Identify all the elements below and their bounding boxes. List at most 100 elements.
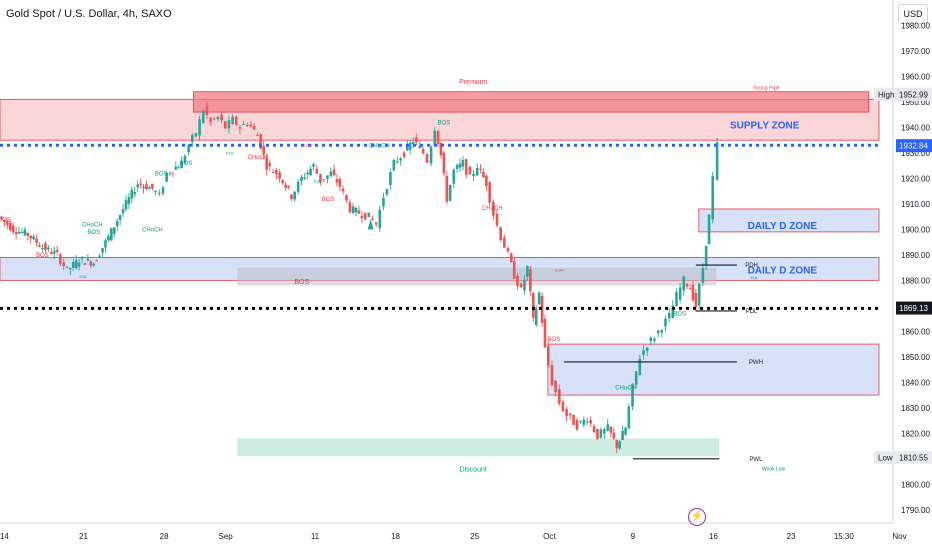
lightning-icon[interactable]: ⚡ (688, 508, 706, 526)
price-label: 1810.55 (899, 453, 928, 462)
candle-body (322, 179, 326, 181)
candle-body (436, 130, 440, 145)
candle-body (6, 220, 9, 225)
candle-body (429, 146, 433, 164)
candle-body (171, 172, 175, 174)
annotation-label: BOS (438, 120, 451, 126)
candle-body (249, 124, 253, 127)
candle-body (697, 283, 701, 306)
candle-body (3, 219, 6, 222)
candle-body (472, 173, 475, 177)
candle-body (136, 184, 140, 188)
candle-body (220, 114, 223, 121)
candle-body (290, 194, 293, 200)
candles (0, 101, 719, 454)
candle-body (561, 401, 565, 412)
candle-body (351, 206, 355, 214)
candle-body (165, 172, 168, 182)
candle-body (433, 130, 437, 146)
price-tag-box (874, 450, 896, 464)
annotation-label: BOS (155, 171, 168, 177)
candle-body (296, 181, 300, 192)
candle-body (29, 235, 33, 239)
candle-body (464, 159, 468, 175)
candle-body (382, 197, 385, 207)
candle-body (303, 177, 307, 179)
candle-body (509, 253, 513, 263)
candle-body (275, 169, 278, 175)
candle-body (245, 125, 249, 127)
candle-body (606, 424, 610, 431)
annotation-label: Discount (460, 466, 487, 473)
candle-body (448, 184, 452, 201)
candle-body (688, 288, 692, 290)
candle-body (704, 245, 708, 265)
x-tick-label: 11 (311, 532, 320, 541)
candle-body (180, 161, 183, 169)
candle-body (550, 365, 554, 385)
candle-body (293, 191, 297, 200)
candle-body (579, 421, 582, 423)
x-tick-label: Sep (218, 532, 233, 541)
bos-grey-zone (237, 267, 717, 286)
candle-body (621, 430, 624, 440)
candle-body (209, 117, 212, 122)
candle-body (127, 197, 131, 204)
candle-body (642, 350, 645, 355)
annotation-label: BOS (547, 337, 560, 343)
candle-body (287, 185, 290, 188)
y-tick-label: 1890.00 (901, 251, 930, 260)
price-label-box (896, 301, 932, 315)
y-tick-label: 1840.00 (901, 378, 930, 387)
candle-body (618, 441, 621, 449)
candle-body (86, 258, 90, 261)
candle-body (205, 106, 209, 115)
candle-body (585, 421, 589, 423)
candle-body (682, 276, 686, 291)
candle-body (223, 121, 227, 129)
candle-body (26, 233, 30, 236)
candle-body (374, 222, 378, 225)
annotation-label: DAILY D ZONE (748, 221, 818, 232)
candle-body (32, 236, 35, 240)
candle-body (312, 164, 315, 167)
candle-body (183, 155, 187, 163)
candle-body (95, 260, 98, 262)
annotation-label: CHoCH (615, 386, 636, 392)
candle-body (455, 165, 459, 169)
candle-body (130, 189, 134, 199)
y-tick-label: 1850.00 (901, 353, 930, 362)
candle-body (83, 263, 87, 265)
candle-body (332, 169, 336, 176)
annotation-label: EQL (79, 274, 88, 279)
candle-body (458, 163, 462, 168)
x-tick-label: 23 (787, 532, 796, 541)
candle-body (69, 268, 72, 270)
candle-body (17, 231, 21, 234)
candle-body (534, 308, 538, 326)
candle-body (52, 251, 56, 254)
candle-body (582, 419, 586, 425)
candle-body (694, 293, 698, 307)
candle-body (516, 275, 519, 287)
annotation-label: BOS (180, 161, 193, 167)
currency-button[interactable]: USD (898, 4, 928, 24)
y-tick-label: 1940.00 (901, 123, 930, 132)
y-tick-label: 1860.00 (901, 327, 930, 336)
annotation-label: DAILY D ZONE (748, 266, 818, 277)
x-tick-label: 9 (631, 532, 636, 541)
candle-body (664, 318, 667, 327)
candle-body (506, 248, 510, 252)
candle-body (667, 312, 671, 319)
candle-body (161, 187, 165, 194)
candle-body (385, 189, 389, 195)
x-tick-label: 15:30 (834, 532, 855, 541)
candle-body (418, 146, 422, 149)
candle-body (194, 133, 198, 137)
candle-body (252, 125, 256, 130)
annotation-label: EQL (314, 178, 323, 183)
candle-body (259, 134, 263, 149)
y-tick-label: 1800.00 (901, 480, 930, 489)
candle-body (107, 235, 110, 241)
